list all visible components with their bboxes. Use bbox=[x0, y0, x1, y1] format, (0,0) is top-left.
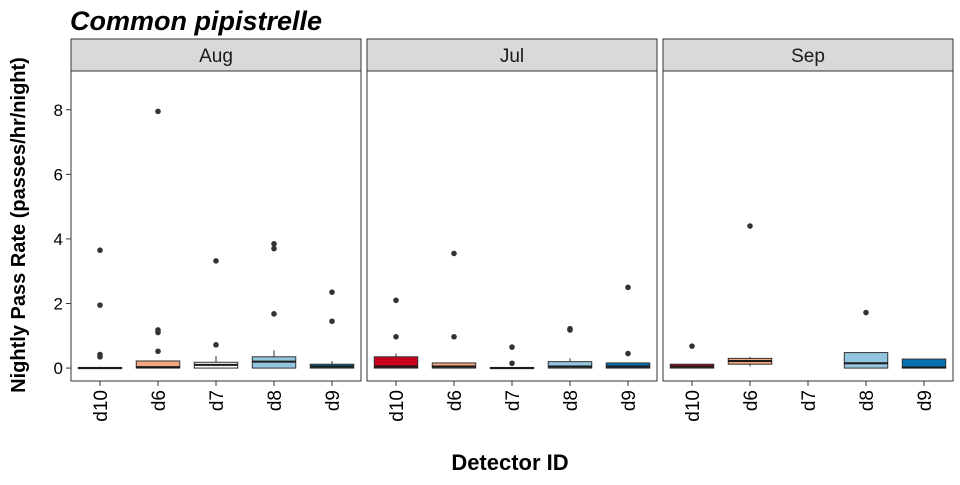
facet-panel-sep: Sep d10 d6 d7 d8 d9 bbox=[662, 38, 954, 422]
box-sep-d8 bbox=[843, 309, 889, 369]
x-axis-label: Detector ID bbox=[451, 450, 568, 475]
facet-strip bbox=[70, 38, 362, 72]
outlier-point bbox=[509, 360, 515, 367]
x-tick-label: d8 bbox=[857, 390, 878, 411]
outlier-point bbox=[271, 311, 277, 317]
y-tick-label: 0 bbox=[54, 359, 63, 378]
x-tick-label: d6 bbox=[741, 390, 762, 411]
x-tick-label: d9 bbox=[323, 390, 344, 411]
outlier-point bbox=[393, 297, 399, 304]
x-tick-label: d6 bbox=[445, 390, 466, 411]
box-iqr bbox=[373, 356, 419, 369]
x-tick-label: d10 bbox=[387, 390, 408, 422]
x-tick-label: d6 bbox=[149, 390, 170, 411]
panel-background bbox=[663, 71, 953, 381]
box-aug-d9 bbox=[309, 289, 355, 369]
facet-strip-label: Sep bbox=[791, 46, 825, 67]
outlier-point bbox=[625, 284, 631, 291]
x-tick-label: d9 bbox=[915, 390, 936, 411]
panel-background bbox=[367, 71, 657, 381]
box-sep-d6 bbox=[727, 223, 773, 367]
x-tick-label: d9 bbox=[619, 390, 640, 411]
facet-strip bbox=[366, 38, 658, 72]
outlier-point bbox=[97, 353, 103, 360]
y-tick-label: 6 bbox=[54, 165, 63, 184]
outlier-point bbox=[329, 289, 335, 295]
x-tick-label: d8 bbox=[561, 390, 582, 411]
box-aug-d8 bbox=[251, 240, 297, 369]
box-jul-d6 bbox=[431, 250, 477, 369]
box-aug-d7 bbox=[193, 258, 239, 369]
box-sep-d9 bbox=[901, 358, 947, 369]
outlier-point bbox=[97, 302, 103, 308]
x-tick-label: d10 bbox=[91, 390, 112, 422]
box-jul-d9 bbox=[605, 284, 651, 369]
outlier-point bbox=[863, 309, 869, 316]
outlier-point bbox=[155, 329, 161, 336]
box-aug-d6 bbox=[135, 108, 181, 369]
x-tick-label: d7 bbox=[799, 390, 820, 411]
y-tick-label: 8 bbox=[54, 101, 63, 120]
outlier-point bbox=[393, 333, 399, 340]
y-tick-label: 4 bbox=[54, 230, 63, 249]
outlier-point bbox=[213, 258, 219, 264]
outlier-point bbox=[97, 247, 103, 254]
outlier-point bbox=[213, 342, 219, 348]
box-iqr bbox=[843, 352, 889, 369]
outlier-point bbox=[451, 250, 457, 257]
x-tick-label: d10 bbox=[683, 390, 704, 422]
outlier-point bbox=[271, 240, 277, 247]
outlier-point bbox=[747, 223, 753, 229]
box-iqr bbox=[547, 361, 593, 369]
x-tick-label: d7 bbox=[207, 390, 228, 411]
box-sep-d10 bbox=[669, 343, 715, 369]
outlier-point bbox=[509, 344, 515, 350]
panel-background bbox=[71, 71, 361, 381]
y-tick-label: 2 bbox=[54, 295, 63, 314]
facet-panel-aug: Aug d10 d6 d7 d8 d9 bbox=[70, 38, 362, 422]
facet-panels: 0 2 4 6 8 Aug d10 d6 d7 d8 d9 Jul d10 d6 d7 d8 d9 Sep d10 d… bbox=[54, 38, 954, 422]
outlier-point bbox=[625, 350, 631, 357]
outlier-point bbox=[271, 245, 277, 252]
x-tick-label: d8 bbox=[265, 390, 286, 411]
box-aug-d10 bbox=[77, 247, 123, 370]
x-tick-label: d7 bbox=[503, 390, 524, 411]
box-jul-d8 bbox=[547, 325, 593, 369]
facet-strip-label: Jul bbox=[500, 46, 524, 67]
outlier-point bbox=[329, 318, 335, 325]
box-jul-d7 bbox=[489, 344, 535, 370]
facet-strip-label: Aug bbox=[199, 46, 233, 67]
facet-strip bbox=[662, 38, 954, 72]
outlier-point bbox=[155, 108, 161, 115]
chart-title: Common pipistrelle bbox=[70, 6, 322, 36]
outlier-point bbox=[155, 348, 161, 355]
outlier-point bbox=[567, 327, 573, 333]
outlier-point bbox=[689, 343, 695, 349]
box-jul-d10 bbox=[373, 297, 419, 369]
y-axis-label: Nightly Pass Rate (passes/hr/night) bbox=[8, 57, 30, 393]
facet-panel-jul: Jul d10 d6 d7 d8 d9 bbox=[366, 38, 658, 422]
outlier-point bbox=[451, 333, 457, 340]
